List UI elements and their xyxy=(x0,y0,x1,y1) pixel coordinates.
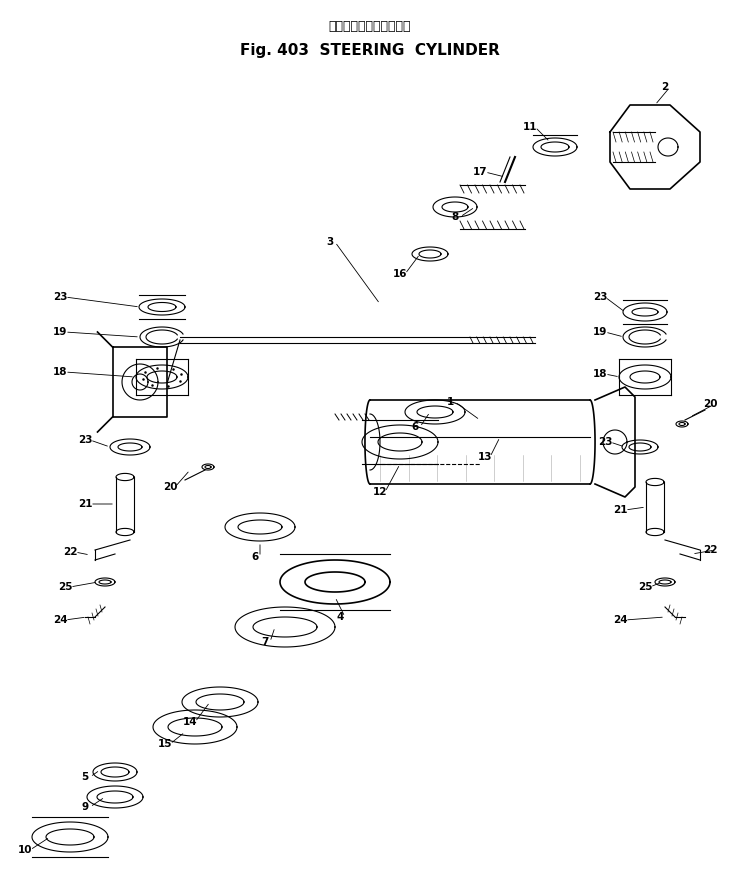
Text: 23: 23 xyxy=(598,437,612,447)
Text: 23: 23 xyxy=(78,435,92,445)
Text: 4: 4 xyxy=(336,612,344,622)
Text: Fig. 403  STEERING  CYLINDER: Fig. 403 STEERING CYLINDER xyxy=(240,43,500,57)
Text: 19: 19 xyxy=(53,327,67,337)
Text: 21: 21 xyxy=(78,499,92,509)
Text: 25: 25 xyxy=(638,582,652,592)
Text: 22: 22 xyxy=(63,547,77,557)
Text: 12: 12 xyxy=(373,487,388,497)
Text: 23: 23 xyxy=(593,292,608,302)
Text: 20: 20 xyxy=(163,482,177,492)
Text: 17: 17 xyxy=(473,167,488,177)
Text: 8: 8 xyxy=(451,212,459,222)
Text: 18: 18 xyxy=(53,367,67,377)
Text: 5: 5 xyxy=(82,772,89,782)
Text: 3: 3 xyxy=(326,237,333,247)
Text: 22: 22 xyxy=(702,545,717,555)
Text: 13: 13 xyxy=(478,452,492,462)
Text: 6: 6 xyxy=(251,552,259,562)
Text: 11: 11 xyxy=(522,122,537,132)
Text: 2: 2 xyxy=(662,82,668,92)
Text: 25: 25 xyxy=(58,582,73,592)
Text: 21: 21 xyxy=(613,505,627,515)
Text: 24: 24 xyxy=(53,615,67,625)
Text: 1: 1 xyxy=(446,397,453,407)
Text: 16: 16 xyxy=(393,269,408,279)
Text: 10: 10 xyxy=(18,845,33,855)
Text: 15: 15 xyxy=(158,739,172,749)
Text: 14: 14 xyxy=(183,717,197,727)
Text: 9: 9 xyxy=(82,802,89,812)
Text: 23: 23 xyxy=(53,292,67,302)
Text: 6: 6 xyxy=(411,422,419,432)
Text: 19: 19 xyxy=(593,327,607,337)
Text: 24: 24 xyxy=(613,615,628,625)
Text: 20: 20 xyxy=(702,399,717,409)
Text: 18: 18 xyxy=(593,369,608,379)
Text: ステアリング　シリンダ: ステアリング シリンダ xyxy=(329,21,411,34)
Text: 7: 7 xyxy=(262,637,269,647)
